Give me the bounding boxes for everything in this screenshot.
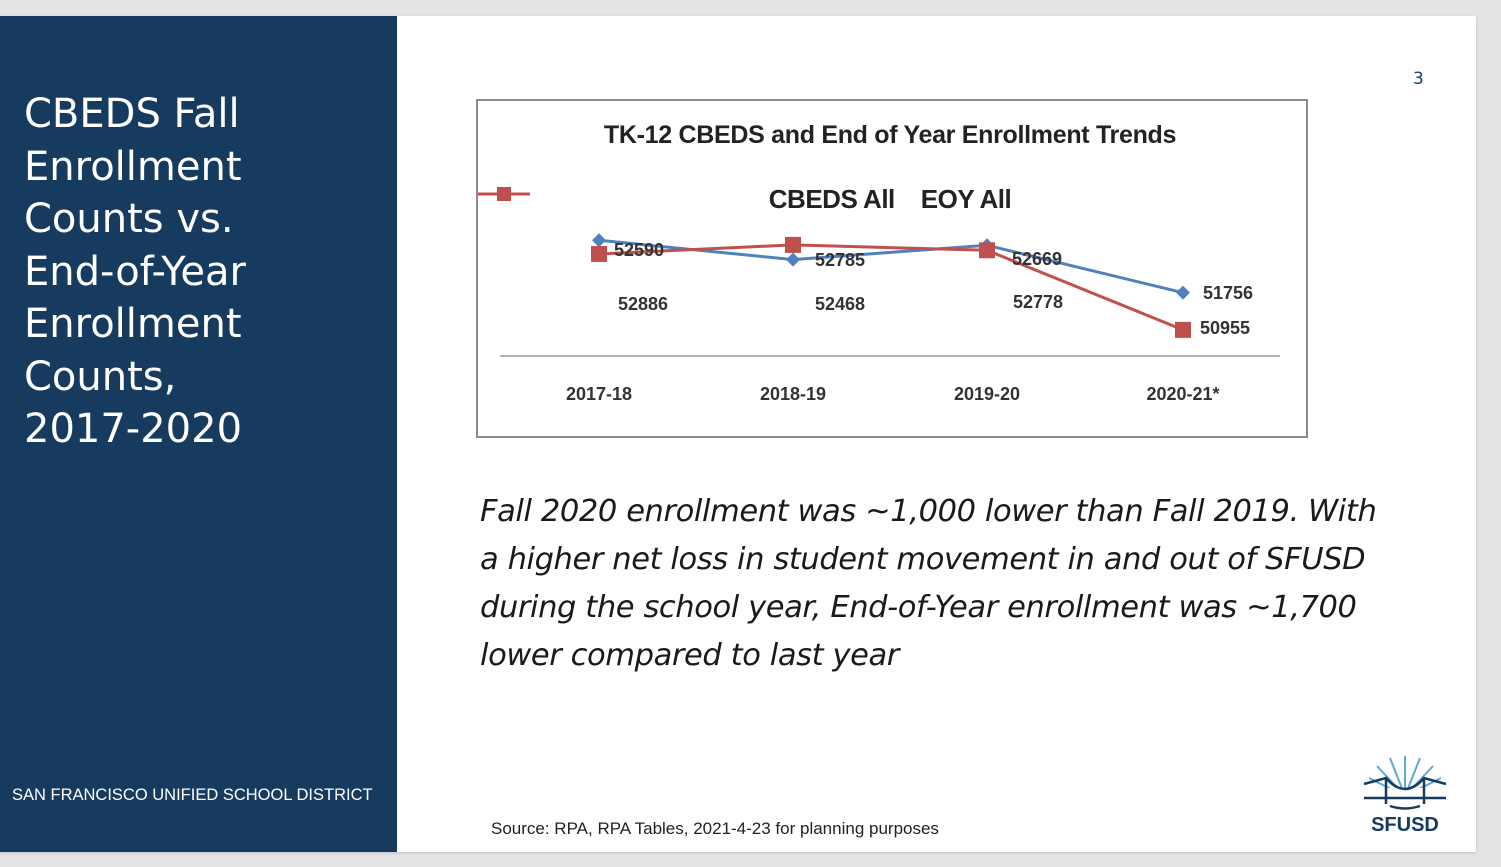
- data-point-eoy: [979, 242, 995, 259]
- data-point-eoy: [591, 245, 607, 262]
- data-label-cbeds: 51756: [1203, 283, 1253, 303]
- enrollment-chart: 2017-18 2018-19 2019-20 2020-21* 52590 52886 5…: [476, 99, 1308, 438]
- legend-item-cbeds: CBEDS All: [478, 184, 896, 215]
- source-note: Source: RPA, RPA Tables, 2021-4-23 for p…: [491, 819, 939, 838]
- chart-legend: CBEDS All EOY All: [478, 184, 1302, 215]
- legend-label-eoy: EOY All: [920, 184, 1012, 214]
- district-name: SAN FRANCISCO UNIFIED SCHOOL DISTRICT: [12, 786, 373, 804]
- logo-text: SFUSD: [1371, 814, 1439, 836]
- data-label-eoy: 52669: [1012, 249, 1062, 269]
- legend-label-cbeds: CBEDS All: [768, 184, 896, 214]
- data-point-eoy: [1175, 321, 1191, 338]
- data-label-cbeds: 52886: [618, 294, 668, 314]
- page-number: 3: [1413, 69, 1424, 89]
- sfusd-logo: SFUSD: [1360, 748, 1450, 838]
- data-label-eoy: 52590: [614, 240, 664, 260]
- series-line-eoy: [598, 243, 1184, 332]
- legend-item-eoy: EOY All: [478, 184, 1012, 215]
- data-point-cbeds: [1176, 285, 1190, 300]
- golden-gate-bridge-sunburst-icon: [1363, 756, 1447, 810]
- x-tick-label: 2019-20: [954, 384, 1020, 404]
- data-label-eoy: 50955: [1200, 318, 1250, 338]
- chart-title: TK-12 CBEDS and End of Year Enrollment T…: [603, 121, 1177, 149]
- summary-text: Fall 2020 enrollment was ~1,000 lower th…: [480, 494, 1377, 673]
- data-point-eoy: [785, 236, 801, 253]
- x-tick-label: 2018-19: [760, 384, 826, 404]
- slide-title: CBEDS Fall Enrollment Counts vs. End-of-…: [24, 91, 246, 452]
- data-label-cbeds: 52468: [815, 294, 865, 314]
- x-tick-label: 2017-18: [566, 384, 632, 404]
- legend-eoy-marker: [478, 187, 530, 201]
- data-label-eoy: 52785: [815, 250, 865, 270]
- sidebar: CBEDS Fall Enrollment Counts vs. End-of-…: [0, 16, 397, 852]
- chart-plot-area: 2017-18 2018-19 2019-20 2020-21* 52590 52886 5…: [500, 233, 1280, 404]
- data-label-cbeds: 52778: [1013, 292, 1063, 312]
- x-tick-label: 2020-21*: [1146, 384, 1219, 404]
- data-point-cbeds: [592, 233, 606, 248]
- data-point-cbeds: [786, 252, 800, 267]
- slide: CBEDS Fall Enrollment Counts vs. End-of-…: [0, 16, 1476, 852]
